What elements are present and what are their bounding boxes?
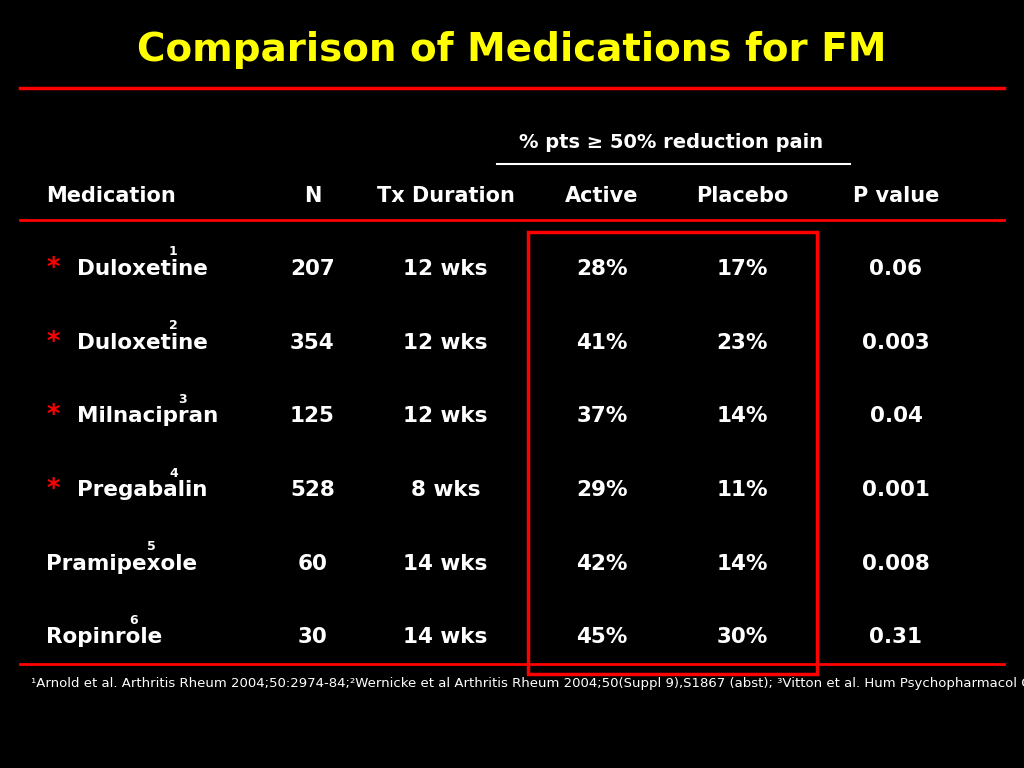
Text: 30%: 30% bbox=[717, 627, 768, 647]
Text: 0.06: 0.06 bbox=[869, 259, 923, 279]
Text: 354: 354 bbox=[290, 333, 335, 353]
Text: 0.04: 0.04 bbox=[869, 406, 923, 426]
Text: 30: 30 bbox=[297, 627, 328, 647]
Text: 6: 6 bbox=[129, 614, 138, 627]
Text: 17%: 17% bbox=[717, 259, 768, 279]
Text: Tx Duration: Tx Duration bbox=[377, 186, 514, 206]
Text: 2: 2 bbox=[169, 319, 178, 332]
Text: 1: 1 bbox=[169, 246, 178, 258]
Text: 29%: 29% bbox=[577, 480, 628, 500]
Text: 207: 207 bbox=[290, 259, 335, 279]
Text: 4: 4 bbox=[169, 467, 178, 479]
Text: 41%: 41% bbox=[577, 333, 628, 353]
Text: Medication: Medication bbox=[46, 186, 176, 206]
Text: 42%: 42% bbox=[577, 554, 628, 574]
Text: 12 wks: 12 wks bbox=[403, 333, 487, 353]
Text: Pramipexole: Pramipexole bbox=[46, 554, 198, 574]
Text: *: * bbox=[46, 403, 59, 429]
Text: 8 wks: 8 wks bbox=[411, 480, 480, 500]
Text: 125: 125 bbox=[290, 406, 335, 426]
Text: 528: 528 bbox=[290, 480, 335, 500]
Text: 0.001: 0.001 bbox=[862, 480, 930, 500]
Text: N: N bbox=[304, 186, 321, 206]
Text: 0.008: 0.008 bbox=[862, 554, 930, 574]
Text: ¹Arnold et al. Arthritis Rheum 2004;50:2974-84;²Wernicke et al Arthritis Rheum 2: ¹Arnold et al. Arthritis Rheum 2004;50:2… bbox=[31, 677, 1024, 690]
Text: *: * bbox=[46, 256, 59, 282]
Text: 0.31: 0.31 bbox=[869, 627, 923, 647]
Text: 14%: 14% bbox=[717, 406, 768, 426]
Text: *: * bbox=[46, 329, 59, 356]
Text: 23%: 23% bbox=[717, 333, 768, 353]
Text: 0.003: 0.003 bbox=[862, 333, 930, 353]
Text: 3: 3 bbox=[178, 393, 186, 406]
Text: 14 wks: 14 wks bbox=[403, 554, 487, 574]
Text: 11%: 11% bbox=[717, 480, 768, 500]
Text: Pregabalin: Pregabalin bbox=[77, 480, 207, 500]
Text: Duloxetine: Duloxetine bbox=[77, 259, 208, 279]
Text: *: * bbox=[46, 477, 59, 503]
Text: 12 wks: 12 wks bbox=[403, 406, 487, 426]
Text: 12 wks: 12 wks bbox=[403, 259, 487, 279]
Text: 37%: 37% bbox=[577, 406, 628, 426]
Text: Duloxetine: Duloxetine bbox=[77, 333, 208, 353]
Text: 45%: 45% bbox=[577, 627, 628, 647]
Text: 28%: 28% bbox=[577, 259, 628, 279]
Text: 14%: 14% bbox=[717, 554, 768, 574]
Text: Comparison of Medications for FM: Comparison of Medications for FM bbox=[137, 31, 887, 69]
Text: 60: 60 bbox=[297, 554, 328, 574]
Text: Milnacipran: Milnacipran bbox=[77, 406, 218, 426]
Text: P value: P value bbox=[853, 186, 939, 206]
Bar bbox=[528, 232, 817, 674]
Text: % pts ≥ 50% reduction pain: % pts ≥ 50% reduction pain bbox=[519, 133, 822, 151]
Text: Placebo: Placebo bbox=[696, 186, 788, 206]
Text: 14 wks: 14 wks bbox=[403, 627, 487, 647]
Text: Ropinrole: Ropinrole bbox=[46, 627, 163, 647]
Text: Active: Active bbox=[565, 186, 639, 206]
Text: 5: 5 bbox=[147, 541, 156, 553]
